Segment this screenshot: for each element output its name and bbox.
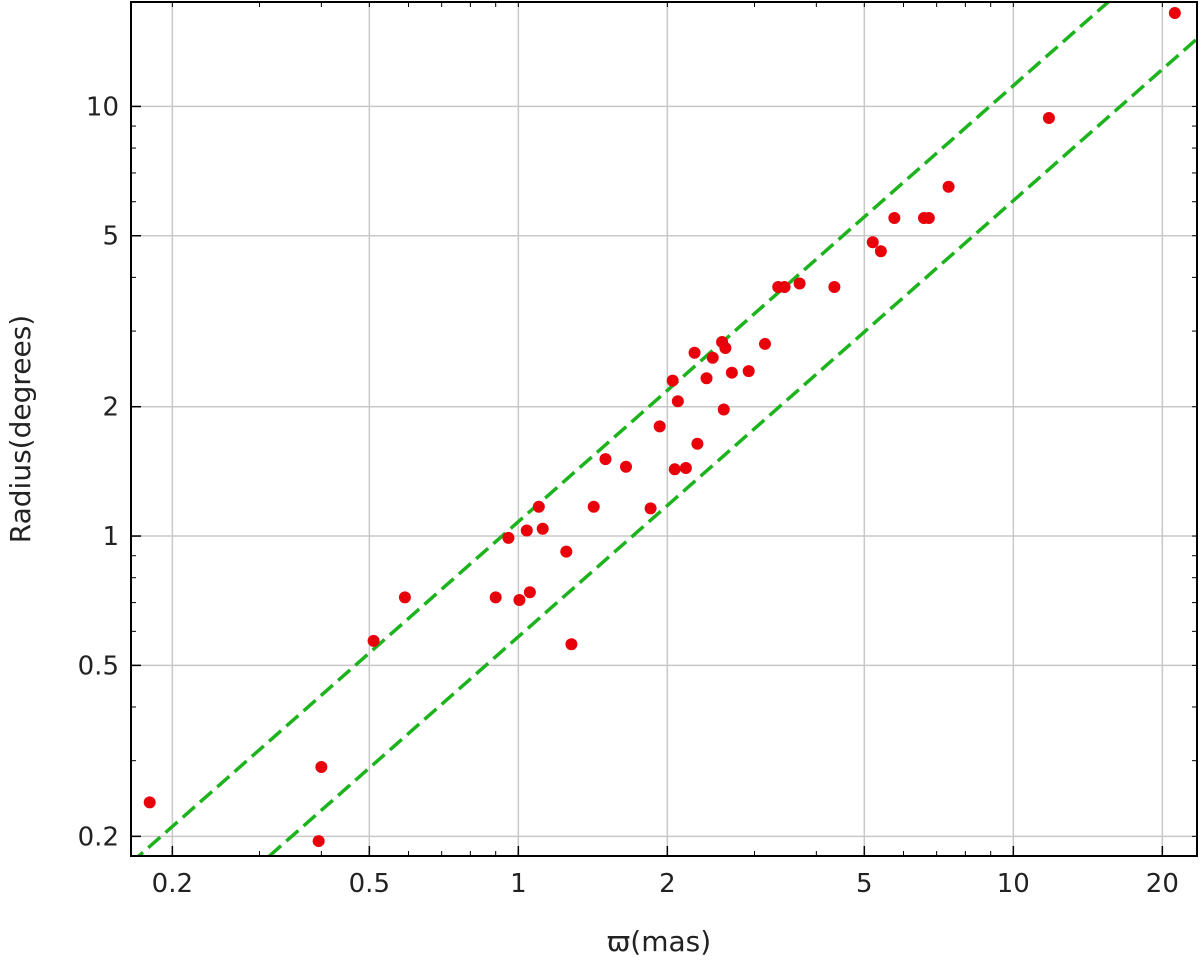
x-tick-label: 5 xyxy=(856,869,873,899)
y-tick-label: 10 xyxy=(86,92,119,122)
data-point xyxy=(942,180,955,193)
data-point xyxy=(653,420,666,433)
data-point xyxy=(315,761,328,774)
data-point xyxy=(758,337,771,350)
y-axis-ticks: 0.2 0.5 1 2 5 10 xyxy=(78,92,141,852)
data-point xyxy=(502,531,515,544)
data-point xyxy=(888,211,901,224)
data-point xyxy=(367,634,380,647)
data-point xyxy=(398,591,411,604)
data-point xyxy=(489,591,502,604)
data-point xyxy=(143,796,156,809)
data-points xyxy=(143,6,1181,848)
x-tick-label: 1 xyxy=(510,869,527,899)
plot-frame xyxy=(130,1,1198,857)
x-axis-label: ϖ(mas) xyxy=(607,925,711,958)
data-point xyxy=(587,500,600,513)
data-point xyxy=(725,366,738,379)
data-point xyxy=(1168,6,1181,19)
data-point xyxy=(719,341,732,354)
data-point xyxy=(922,211,935,224)
data-point xyxy=(536,522,549,535)
y-tick-label: 0.5 xyxy=(78,651,119,681)
data-point xyxy=(666,374,679,387)
data-point xyxy=(520,524,533,537)
data-point xyxy=(706,351,719,364)
x-tick-label: 2 xyxy=(659,869,676,899)
y-axis-label: Radius(degrees) xyxy=(4,315,37,543)
x-tick-label: 0.5 xyxy=(349,869,390,899)
data-point xyxy=(523,586,536,599)
data-point xyxy=(688,346,701,359)
data-point xyxy=(513,593,526,606)
x-tick-label: 0.2 xyxy=(152,869,193,899)
data-point xyxy=(668,463,681,476)
data-point xyxy=(874,245,887,258)
y-tick-label: 5 xyxy=(102,222,119,252)
x-tick-label: 20 xyxy=(1146,869,1179,899)
data-point xyxy=(1042,111,1055,124)
data-point xyxy=(793,277,806,290)
data-point xyxy=(828,280,841,293)
data-point xyxy=(679,462,692,475)
data-point xyxy=(866,236,879,249)
data-point xyxy=(560,545,573,558)
grid-lines xyxy=(131,2,1197,856)
data-point xyxy=(778,280,791,293)
data-point xyxy=(565,638,578,651)
data-point xyxy=(619,460,632,473)
data-point xyxy=(599,453,612,466)
data-point xyxy=(717,403,730,416)
reference-lines xyxy=(136,2,1197,856)
y-tick-label: 2 xyxy=(102,393,119,423)
data-point xyxy=(691,437,704,450)
y-tick-label: 0.2 xyxy=(78,822,119,852)
data-point xyxy=(700,372,713,385)
y-tick-label: 1 xyxy=(102,522,119,552)
x-tick-label: 10 xyxy=(997,869,1030,899)
data-point xyxy=(671,395,684,408)
data-point xyxy=(644,502,657,515)
x-axis-ticks: 0.2 0.5 1 2 5 10 20 xyxy=(152,846,1179,899)
lower-dashed-line xyxy=(266,37,1197,856)
data-point xyxy=(532,500,545,513)
data-point xyxy=(742,365,755,378)
upper-dashed-line xyxy=(136,2,1111,856)
data-point xyxy=(312,835,325,848)
